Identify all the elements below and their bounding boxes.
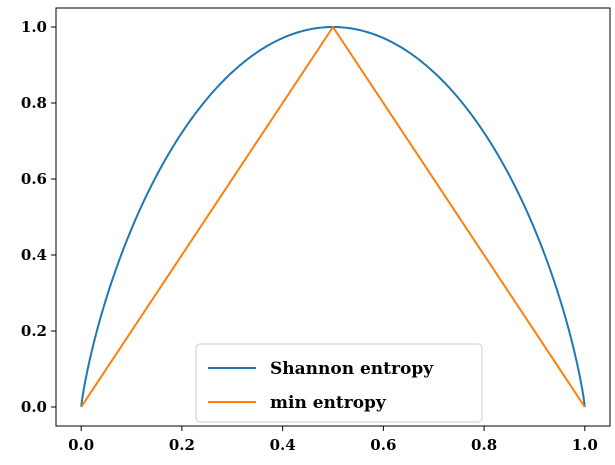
legend-label: Shannon entropy xyxy=(270,359,434,379)
x-tick-label: 0.6 xyxy=(370,436,396,454)
y-tick-label: 0.8 xyxy=(21,94,47,112)
y-tick-label: 0.6 xyxy=(21,170,47,188)
x-tick-label: 1.0 xyxy=(572,436,598,454)
plot-frame xyxy=(55,7,611,427)
y-tick-label: 1.0 xyxy=(21,18,47,36)
legend: Shannon entropy min entropy xyxy=(195,343,483,423)
series-layer xyxy=(80,26,586,408)
x-axis: 0.0 0.2 0.4 0.6 0.8 1.0 xyxy=(68,426,598,454)
y-tick-label: 0.2 xyxy=(21,322,47,340)
series-line-min-entropy xyxy=(80,26,586,408)
legend-label: min entropy xyxy=(270,393,387,413)
x-tick-label: 0.2 xyxy=(169,436,195,454)
y-axis: 0.0 0.2 0.4 0.6 0.8 1.0 xyxy=(21,18,56,416)
y-tick-label: 0.4 xyxy=(21,246,47,264)
x-tick-label: 0.4 xyxy=(270,436,296,454)
x-tick-label: 0.0 xyxy=(68,436,94,454)
legend-box xyxy=(195,343,483,423)
y-tick-label: 0.0 xyxy=(21,398,47,416)
x-tick-label: 0.8 xyxy=(471,436,497,454)
